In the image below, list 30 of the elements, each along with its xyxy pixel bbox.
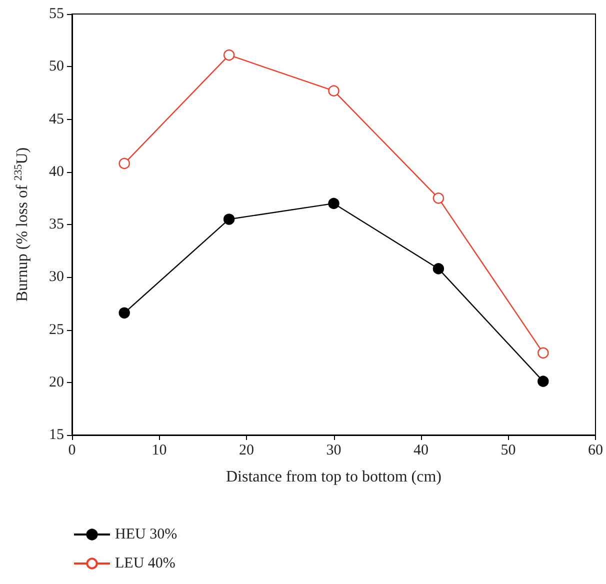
x-tick-label: 40 <box>414 442 428 458</box>
x-tick-label: 30 <box>326 442 342 458</box>
y-tick-label: 40 <box>49 164 64 180</box>
point <box>538 376 549 387</box>
y-tick-label: 30 <box>49 269 64 286</box>
y-tick-label: 45 <box>49 111 64 128</box>
x-axis-title: Distance from top to bottom (cm) <box>226 468 442 486</box>
point <box>432 263 444 274</box>
y-tick-label: 20 <box>49 374 64 390</box>
point <box>223 49 235 61</box>
y-tick-label: 15 <box>49 427 64 443</box>
point <box>328 85 340 96</box>
point <box>328 198 340 210</box>
y-tick-label: 55 <box>49 6 64 22</box>
y-tick-label: 35 <box>49 216 64 232</box>
x-tick-label: 60 <box>588 442 603 458</box>
point <box>538 347 549 358</box>
y-axis-title: Burnup (% loss of 235U) <box>12 147 31 302</box>
point <box>118 307 130 319</box>
y-tick-label: 50 <box>49 58 64 75</box>
legend-label: LEU 40% <box>115 556 176 572</box>
point <box>223 214 235 225</box>
point <box>432 192 444 204</box>
x-tick-label: 0 <box>68 442 76 458</box>
y-tick-label: 25 <box>49 322 64 338</box>
x-tick-label: 10 <box>152 442 167 458</box>
legend-label: HEU 30% <box>115 526 178 542</box>
x-tick-label: 20 <box>239 442 254 458</box>
point <box>118 158 130 170</box>
x-tick-label: 50 <box>500 442 516 458</box>
